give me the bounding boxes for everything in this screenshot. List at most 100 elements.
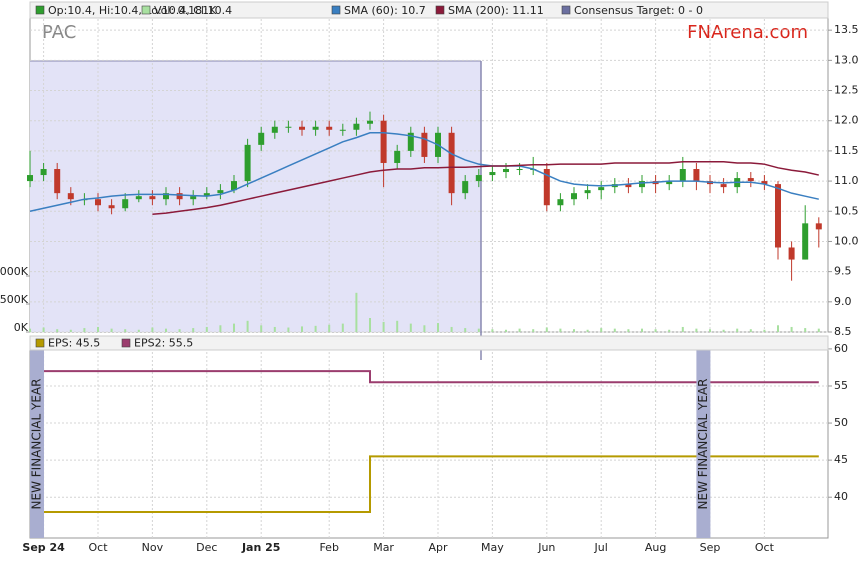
annotation-bar — [30, 350, 44, 538]
candle-body — [543, 169, 550, 206]
y-tick-label: 12.5 — [834, 84, 859, 97]
candle-body — [244, 144, 251, 182]
volume-bar — [246, 320, 249, 332]
annotation-text: NEW FINANCIAL YEAR — [30, 379, 44, 510]
legend-swatch — [141, 5, 151, 15]
candle-body — [217, 190, 224, 194]
candle-body — [666, 181, 673, 185]
legend-bg — [29, 335, 829, 351]
candle-body — [407, 132, 414, 151]
candle-body — [584, 190, 591, 194]
x-tick-label: Jun — [537, 541, 555, 554]
volume-bar — [695, 328, 698, 332]
y-tick-label: 50 — [834, 416, 848, 429]
candle-body — [421, 132, 428, 157]
candle-body — [67, 193, 74, 200]
volume-bar — [29, 328, 31, 332]
x-tick-label: Oct — [88, 541, 108, 554]
volume-bar — [124, 329, 127, 332]
volume-bar — [749, 329, 752, 332]
legend-label: SMA (60): 10.7 — [344, 4, 426, 17]
candle-body — [54, 169, 61, 194]
volume-bar — [314, 325, 317, 332]
volume-bar — [532, 329, 535, 332]
x-tick-label: Nov — [142, 541, 164, 554]
volume-bar — [341, 323, 344, 332]
x-tick-label: Jul — [594, 541, 608, 554]
volume-bar — [613, 328, 616, 332]
legend-swatch — [435, 5, 445, 15]
legend-swatch — [331, 5, 341, 15]
volume-bar — [205, 326, 208, 332]
candle-body — [299, 126, 305, 130]
candle-body — [775, 184, 781, 248]
volume-bar — [668, 329, 671, 332]
y-tick-label: 11.0 — [834, 174, 859, 187]
volume-tick-label: 0K — [14, 321, 29, 334]
y-tick-label: 9.0 — [834, 295, 852, 308]
legend-swatch — [35, 5, 45, 15]
y-tick-label: 13.0 — [834, 53, 859, 66]
candle-body — [271, 126, 278, 133]
legend-swatch — [35, 338, 45, 348]
candle-body — [40, 169, 47, 176]
legend-label: EPS: 45.5 — [48, 337, 100, 350]
x-tick-label: Apr — [428, 541, 448, 554]
candle-body — [475, 175, 482, 182]
y-tick-label: 11.5 — [834, 144, 859, 157]
x-tick-label: May — [481, 541, 504, 554]
legend-label: Vol: 0.181K — [154, 4, 217, 17]
candle-body — [231, 181, 237, 191]
volume-bar — [573, 329, 575, 332]
series-line — [30, 370, 819, 384]
candle-body — [258, 132, 265, 145]
candle-body — [108, 205, 115, 209]
candle-body — [367, 120, 373, 124]
x-tick-label: Feb — [319, 541, 338, 554]
y-tick-label: 10.0 — [834, 234, 859, 247]
volume-bar — [56, 329, 59, 332]
volume-bar — [409, 323, 412, 332]
series-line — [30, 455, 819, 514]
volume-bar — [545, 327, 548, 332]
volume-bar — [681, 326, 684, 332]
legend-swatch — [121, 338, 131, 348]
y-tick-label: 55 — [834, 379, 848, 392]
volume-bar — [137, 329, 140, 332]
y-tick-label: 8.5 — [834, 325, 852, 338]
candle-body — [815, 223, 822, 230]
legend-label: Consensus Target: 0 - 0 — [574, 4, 703, 17]
volume-tick-label: 500K — [0, 293, 29, 306]
candle-body — [788, 247, 795, 260]
legend-swatch — [561, 5, 571, 15]
volume-bar — [69, 329, 72, 332]
annotation-text: NEW FINANCIAL YEAR — [696, 379, 710, 510]
y-tick-label: 12.0 — [834, 114, 859, 127]
volume-bar — [518, 328, 521, 332]
x-tick-label: Mar — [373, 541, 394, 554]
volume-bar — [722, 329, 725, 332]
volume-bar — [437, 323, 439, 332]
volume-bar — [736, 328, 739, 332]
y-tick-label: 40 — [834, 490, 848, 503]
volume-bar — [83, 328, 86, 332]
ticker: PAC — [42, 22, 76, 43]
volume-bar — [763, 329, 766, 332]
volume-bar — [165, 328, 167, 332]
volume-bar — [219, 325, 222, 332]
candle-body — [176, 193, 183, 200]
candle-body — [163, 193, 169, 200]
volume-bar — [709, 329, 711, 332]
eps-panel — [29, 339, 829, 539]
volume-bar — [450, 326, 453, 332]
y-tick-label: 13.5 — [834, 23, 859, 36]
x-tick-label: Jan 25 — [241, 541, 280, 554]
candle-body — [27, 175, 33, 182]
series-line — [29, 132, 819, 212]
candle-body — [135, 196, 142, 200]
y-tick-label: 45 — [834, 453, 848, 466]
legend-label: Op:10.4, Hi:10.4, Lo:10.4, Cl:10.4 — [48, 4, 232, 17]
volume-bar — [777, 325, 779, 332]
candle-body — [802, 223, 809, 260]
series-line — [152, 161, 819, 216]
